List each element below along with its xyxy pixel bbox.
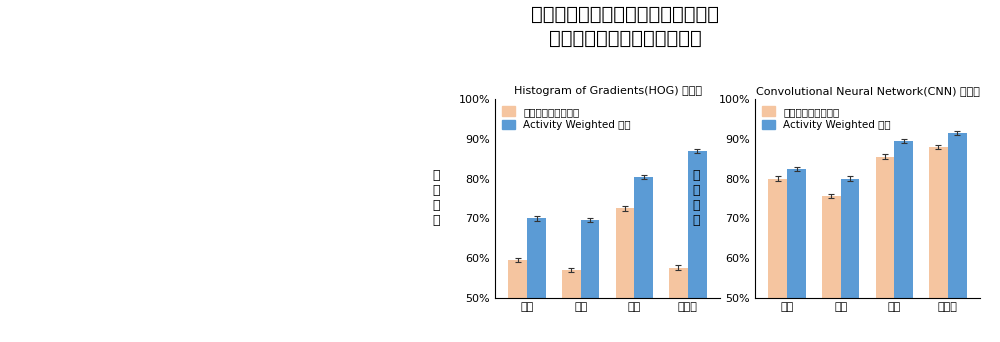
Bar <box>929 147 948 342</box>
Bar <box>669 268 688 342</box>
Bar <box>822 196 841 342</box>
Bar <box>688 151 707 342</box>
Bar <box>616 208 634 342</box>
Bar <box>562 270 581 342</box>
Bar <box>894 141 913 342</box>
Y-axis label: 分
類
精
度: 分 類 精 度 <box>693 169 700 227</box>
Text: 従来の画像特徴のみに依存したアル
ゴリズムを超える精度を実現: 従来の画像特徴のみに依存したアル ゴリズムを超える精度を実現 <box>531 5 719 48</box>
Bar <box>634 176 653 342</box>
Legend: ヒンジ損失（基準）, Activity Weighted 損失: ヒンジ損失（基準）, Activity Weighted 損失 <box>500 104 633 132</box>
Bar <box>527 218 546 342</box>
Title: Histogram of Gradients(HOG) 特徴量: Histogram of Gradients(HOG) 特徴量 <box>514 86 702 96</box>
Title: Convolutional Neural Network(CNN) 特徴量: Convolutional Neural Network(CNN) 特徴量 <box>756 86 979 96</box>
Bar <box>581 220 599 342</box>
Legend: ヒンジ損失（基準）, Activity Weighted 損失: ヒンジ損失（基準）, Activity Weighted 損失 <box>760 104 893 132</box>
Bar <box>876 157 894 342</box>
Bar <box>787 169 806 342</box>
Bar <box>948 133 967 342</box>
Y-axis label: 分
類
精
度: 分 類 精 度 <box>433 169 440 227</box>
Bar <box>841 179 859 342</box>
Bar <box>768 179 787 342</box>
Bar <box>508 260 527 342</box>
